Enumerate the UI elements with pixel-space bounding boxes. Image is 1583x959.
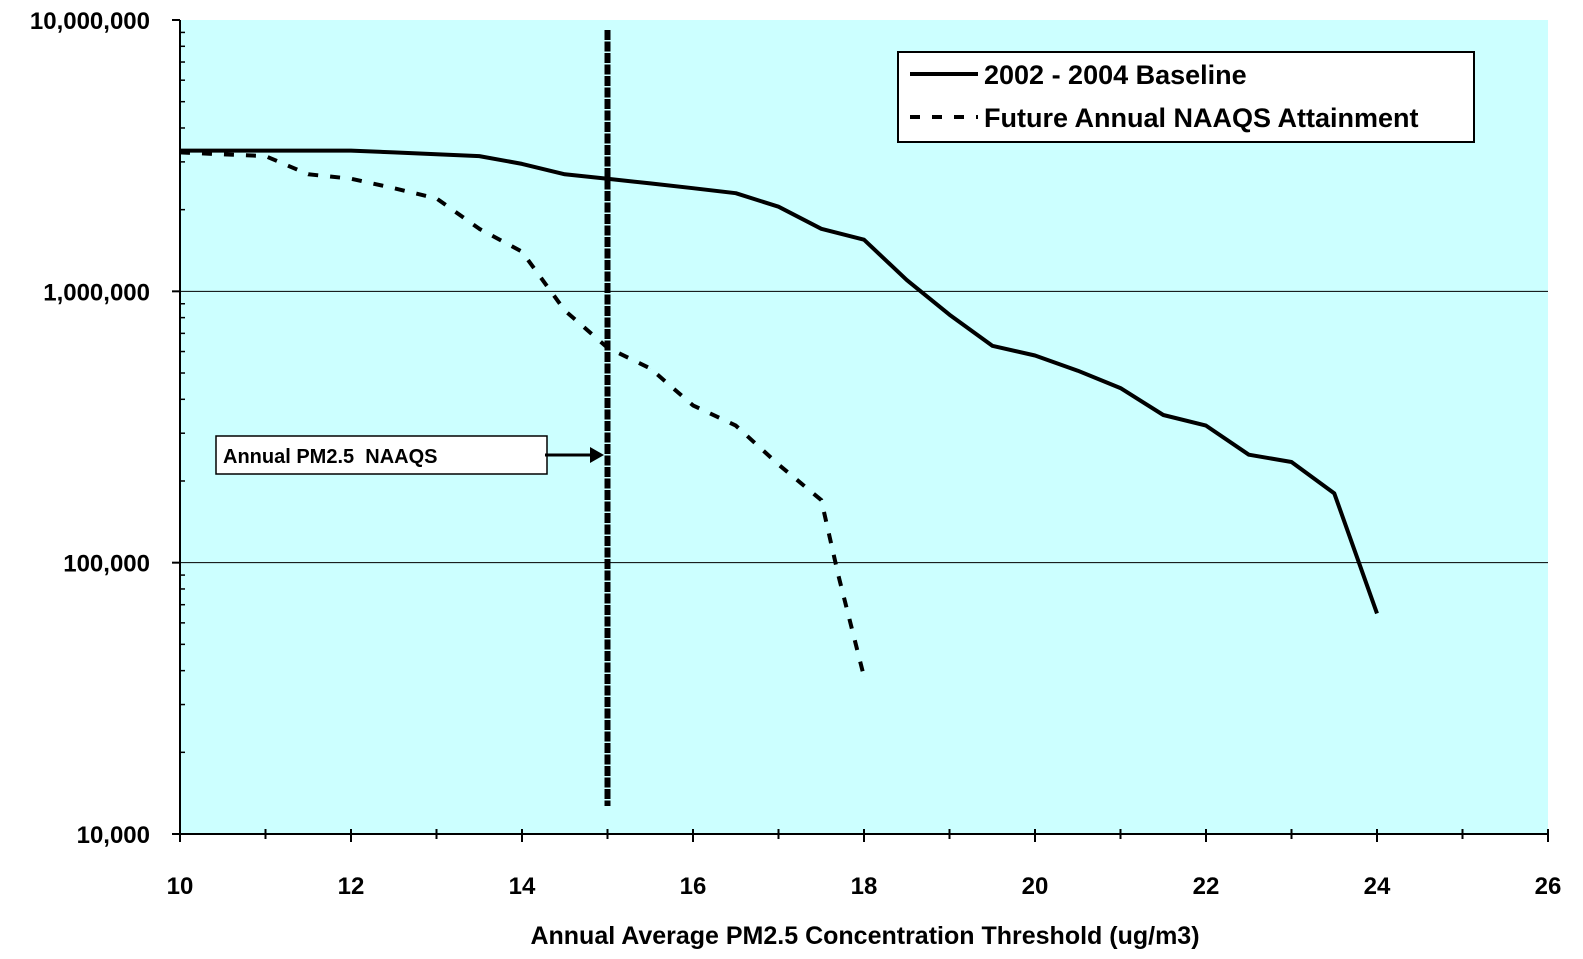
x-axis-title: Annual Average PM2.5 Concentration Thres… [530, 922, 1199, 950]
series-lines [179, 148, 1379, 678]
y-tick-label: 1,000,000 [43, 279, 150, 306]
legend-box [897, 51, 1475, 143]
gridlines [180, 290, 1548, 564]
x-tick-label: 14 [509, 873, 536, 900]
x-tick-label: 16 [680, 873, 707, 900]
x-tick-label: 22 [1193, 873, 1220, 900]
x-tick-label: 24 [1364, 873, 1391, 900]
series-line-future [179, 150, 866, 678]
annotation-label: Annual PM2.5 NAAQS [223, 446, 437, 468]
annotation-box [215, 435, 548, 475]
reference-annotation: Annual PM2.5 NAAQS [215, 435, 604, 475]
x-tick-label: 26 [1535, 873, 1562, 900]
y-tick-labels: 10,000 100,000 1,000,000 10,000,000 [30, 8, 150, 849]
legend-label-future: Future Annual NAAQS Attainment [984, 103, 1419, 133]
axes [172, 19, 1549, 842]
x-tick-label: 12 [338, 873, 365, 900]
x-tick-labels: 10 12 14 16 18 20 22 24 26 [167, 873, 1562, 900]
y-tick-label: 10,000 [77, 822, 150, 849]
legend: 2002 - 2004 Baseline Future Annual NAAQS… [897, 51, 1475, 143]
x-tick-label: 10 [167, 873, 194, 900]
x-tick-label: 18 [851, 873, 878, 900]
plot-area [180, 20, 1548, 834]
legend-label-baseline: 2002 - 2004 Baseline [984, 60, 1247, 90]
y-tick-label: 10,000,000 [30, 8, 150, 35]
x-tick-label: 20 [1022, 873, 1049, 900]
annotation-arrow-head [590, 447, 604, 463]
y-tick-label: 100,000 [63, 551, 150, 578]
